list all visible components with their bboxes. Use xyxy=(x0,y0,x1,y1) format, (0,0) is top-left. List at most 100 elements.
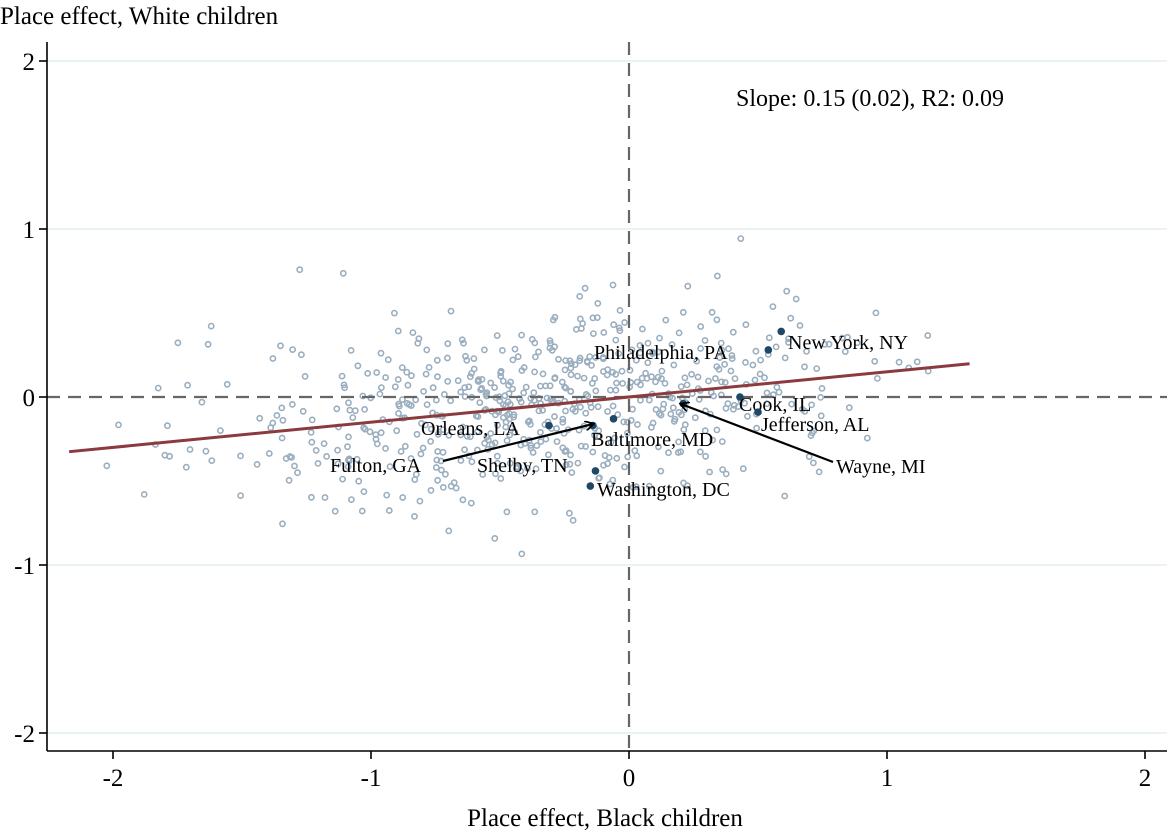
data-point xyxy=(739,465,747,473)
data-point xyxy=(737,235,745,242)
data-point xyxy=(347,496,355,503)
data-point xyxy=(443,354,451,362)
data-point xyxy=(718,438,726,445)
data-point xyxy=(614,411,622,419)
data-point xyxy=(715,365,723,373)
data-point xyxy=(532,465,540,473)
data-point xyxy=(433,456,441,464)
data-point xyxy=(539,370,547,378)
data-point xyxy=(398,364,406,371)
data-point xyxy=(308,438,316,446)
data-point xyxy=(491,411,499,419)
data-point xyxy=(697,323,705,330)
x-tick-label: 2 xyxy=(1139,765,1152,792)
data-point xyxy=(845,404,853,412)
data-point xyxy=(404,381,412,389)
label-wayne-mi: Wayne, MI xyxy=(836,456,925,478)
data-point xyxy=(567,451,574,459)
data-point xyxy=(613,454,621,462)
data-point xyxy=(603,371,611,379)
data-point xyxy=(285,476,293,484)
data-point xyxy=(407,455,415,462)
data-point xyxy=(567,388,575,395)
data-point xyxy=(461,446,468,454)
data-point xyxy=(202,447,210,455)
data-point xyxy=(702,452,709,460)
data-point xyxy=(401,442,409,450)
data-point xyxy=(561,366,569,374)
data-point xyxy=(445,431,453,439)
data-point xyxy=(616,327,624,335)
data-point xyxy=(278,404,286,412)
data-point xyxy=(297,351,305,359)
data-point xyxy=(727,367,735,375)
data-point xyxy=(566,460,574,468)
data-point xyxy=(742,358,749,366)
data-point xyxy=(397,448,405,455)
data-point xyxy=(413,430,421,438)
data-point xyxy=(712,375,719,382)
data-point xyxy=(584,392,592,400)
data-point xyxy=(668,341,676,348)
data-point xyxy=(783,287,791,295)
data-point xyxy=(358,507,366,515)
data-point xyxy=(286,453,294,460)
y-tick-label: 0 xyxy=(23,385,36,412)
data-point xyxy=(496,397,504,405)
data-point xyxy=(582,443,589,450)
data-point xyxy=(694,373,702,381)
data-point xyxy=(658,367,666,375)
data-point xyxy=(763,389,771,397)
data-point xyxy=(237,492,244,499)
data-point xyxy=(535,394,543,402)
data-point xyxy=(599,354,607,361)
data-point xyxy=(788,400,795,408)
data-point xyxy=(709,436,716,444)
data-point xyxy=(484,436,492,444)
data-point xyxy=(415,335,423,343)
data-point xyxy=(474,413,482,420)
data-point xyxy=(517,467,525,475)
data-point xyxy=(618,367,626,375)
reference-lines xyxy=(47,42,1167,751)
data-point xyxy=(308,416,316,424)
data-point xyxy=(339,475,346,483)
data-point xyxy=(265,450,273,457)
data-point xyxy=(432,396,440,404)
data-point xyxy=(361,425,369,433)
data-point xyxy=(427,486,435,494)
data-point xyxy=(457,431,465,439)
data-point xyxy=(681,374,689,382)
grid-layer xyxy=(47,60,1167,734)
highlight-point-baltimore-md xyxy=(609,415,618,423)
data-point xyxy=(494,459,501,467)
data-point xyxy=(208,457,216,464)
data-point xyxy=(384,356,392,364)
x-tick-label: -1 xyxy=(361,765,382,792)
data-point xyxy=(609,402,617,410)
data-point xyxy=(382,444,389,452)
data-point xyxy=(256,414,264,422)
data-point xyxy=(463,356,471,364)
data-point xyxy=(331,507,339,515)
label-baltimore-md: Baltimore, MD xyxy=(591,429,713,451)
label-fulton-ga: Fulton, GA xyxy=(330,455,422,477)
data-point xyxy=(493,452,501,460)
data-point xyxy=(576,292,584,300)
data-point xyxy=(562,357,569,364)
data-point xyxy=(562,407,569,415)
data-point xyxy=(216,427,224,434)
data-point xyxy=(604,408,611,415)
data-point xyxy=(753,424,760,432)
data-point xyxy=(665,449,672,457)
data-point xyxy=(394,327,402,335)
data-point xyxy=(267,424,275,432)
data-point xyxy=(497,372,505,380)
data-point xyxy=(393,427,401,435)
data-point xyxy=(553,425,560,432)
data-point xyxy=(478,375,486,383)
slope-annotation: Slope: 0.15 (0.02), R2: 0.09 xyxy=(736,86,1004,112)
label-orleans-la: Orleans, LA xyxy=(421,418,520,440)
data-point xyxy=(562,447,570,454)
data-point xyxy=(696,448,704,456)
